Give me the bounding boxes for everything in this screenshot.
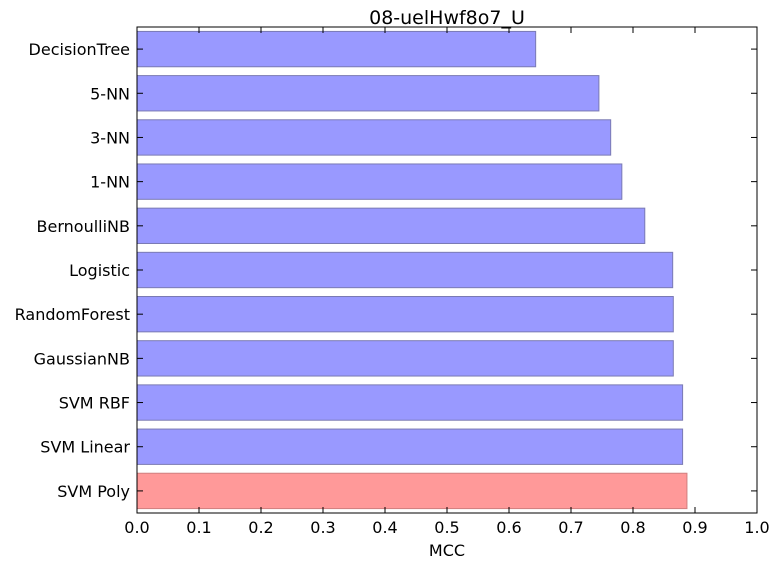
bar-randomforest <box>136 296 674 333</box>
x-tick-label: 0.5 <box>434 518 459 537</box>
x-axis-label: MCC <box>429 541 465 560</box>
x-tick-label: 0.8 <box>620 518 645 537</box>
bar-logistic <box>136 251 674 289</box>
bars-group <box>136 30 688 510</box>
y-tick-label: DecisionTree <box>29 40 130 59</box>
y-tick-label: SVM RBF <box>59 394 130 413</box>
bar-svm-poly <box>136 472 688 510</box>
y-tick-label: Logistic <box>69 261 130 280</box>
bar-decisiontree <box>136 30 537 68</box>
x-ticks-group: 0.0 0.1 0.2 0.3 0.4 0.5 0.6 0.7 0.8 0.9 1.0 <box>124 27 770 537</box>
y-tick-label: SVM Linear <box>40 438 130 457</box>
y-tick-label: 1-NN <box>90 173 130 192</box>
y-tick-label: SVM Poly <box>57 482 130 501</box>
y-ticks-group: DecisionTree 5-NN 3-NN 1-NN BernoulliNB Logis… <box>15 40 757 501</box>
chart-title: 08-uelHwf8o7_U <box>369 7 525 29</box>
x-tick-label: 0.0 <box>124 518 149 537</box>
y-tick-label: RandomForest <box>15 305 130 324</box>
x-tick-label: 0.2 <box>248 518 273 537</box>
x-tick-label: 0.7 <box>558 518 583 537</box>
bar-5-nn <box>136 75 600 112</box>
x-tick-label: 0.3 <box>310 518 335 537</box>
bar-svm-rbf <box>136 384 684 421</box>
plot-frame <box>136 26 758 514</box>
bar-3-nn <box>136 119 612 156</box>
bar-svm-linear <box>136 428 684 465</box>
bar-1-nn <box>136 163 623 200</box>
x-tick-label: 0.4 <box>372 518 397 537</box>
x-tick-label: 1.0 <box>744 518 769 537</box>
y-tick-label: 3-NN <box>90 128 130 147</box>
y-tick-label: 5-NN <box>90 84 130 103</box>
x-tick-label: 0.1 <box>186 518 211 537</box>
bar-gaussiannb <box>136 340 674 377</box>
x-tick-label: 0.9 <box>682 518 707 537</box>
y-tick-label: GaussianNB <box>34 349 130 368</box>
bar-bernoullinb <box>136 207 646 244</box>
x-tick-label: 0.6 <box>496 518 521 537</box>
y-tick-label: BernoulliNB <box>37 217 130 236</box>
